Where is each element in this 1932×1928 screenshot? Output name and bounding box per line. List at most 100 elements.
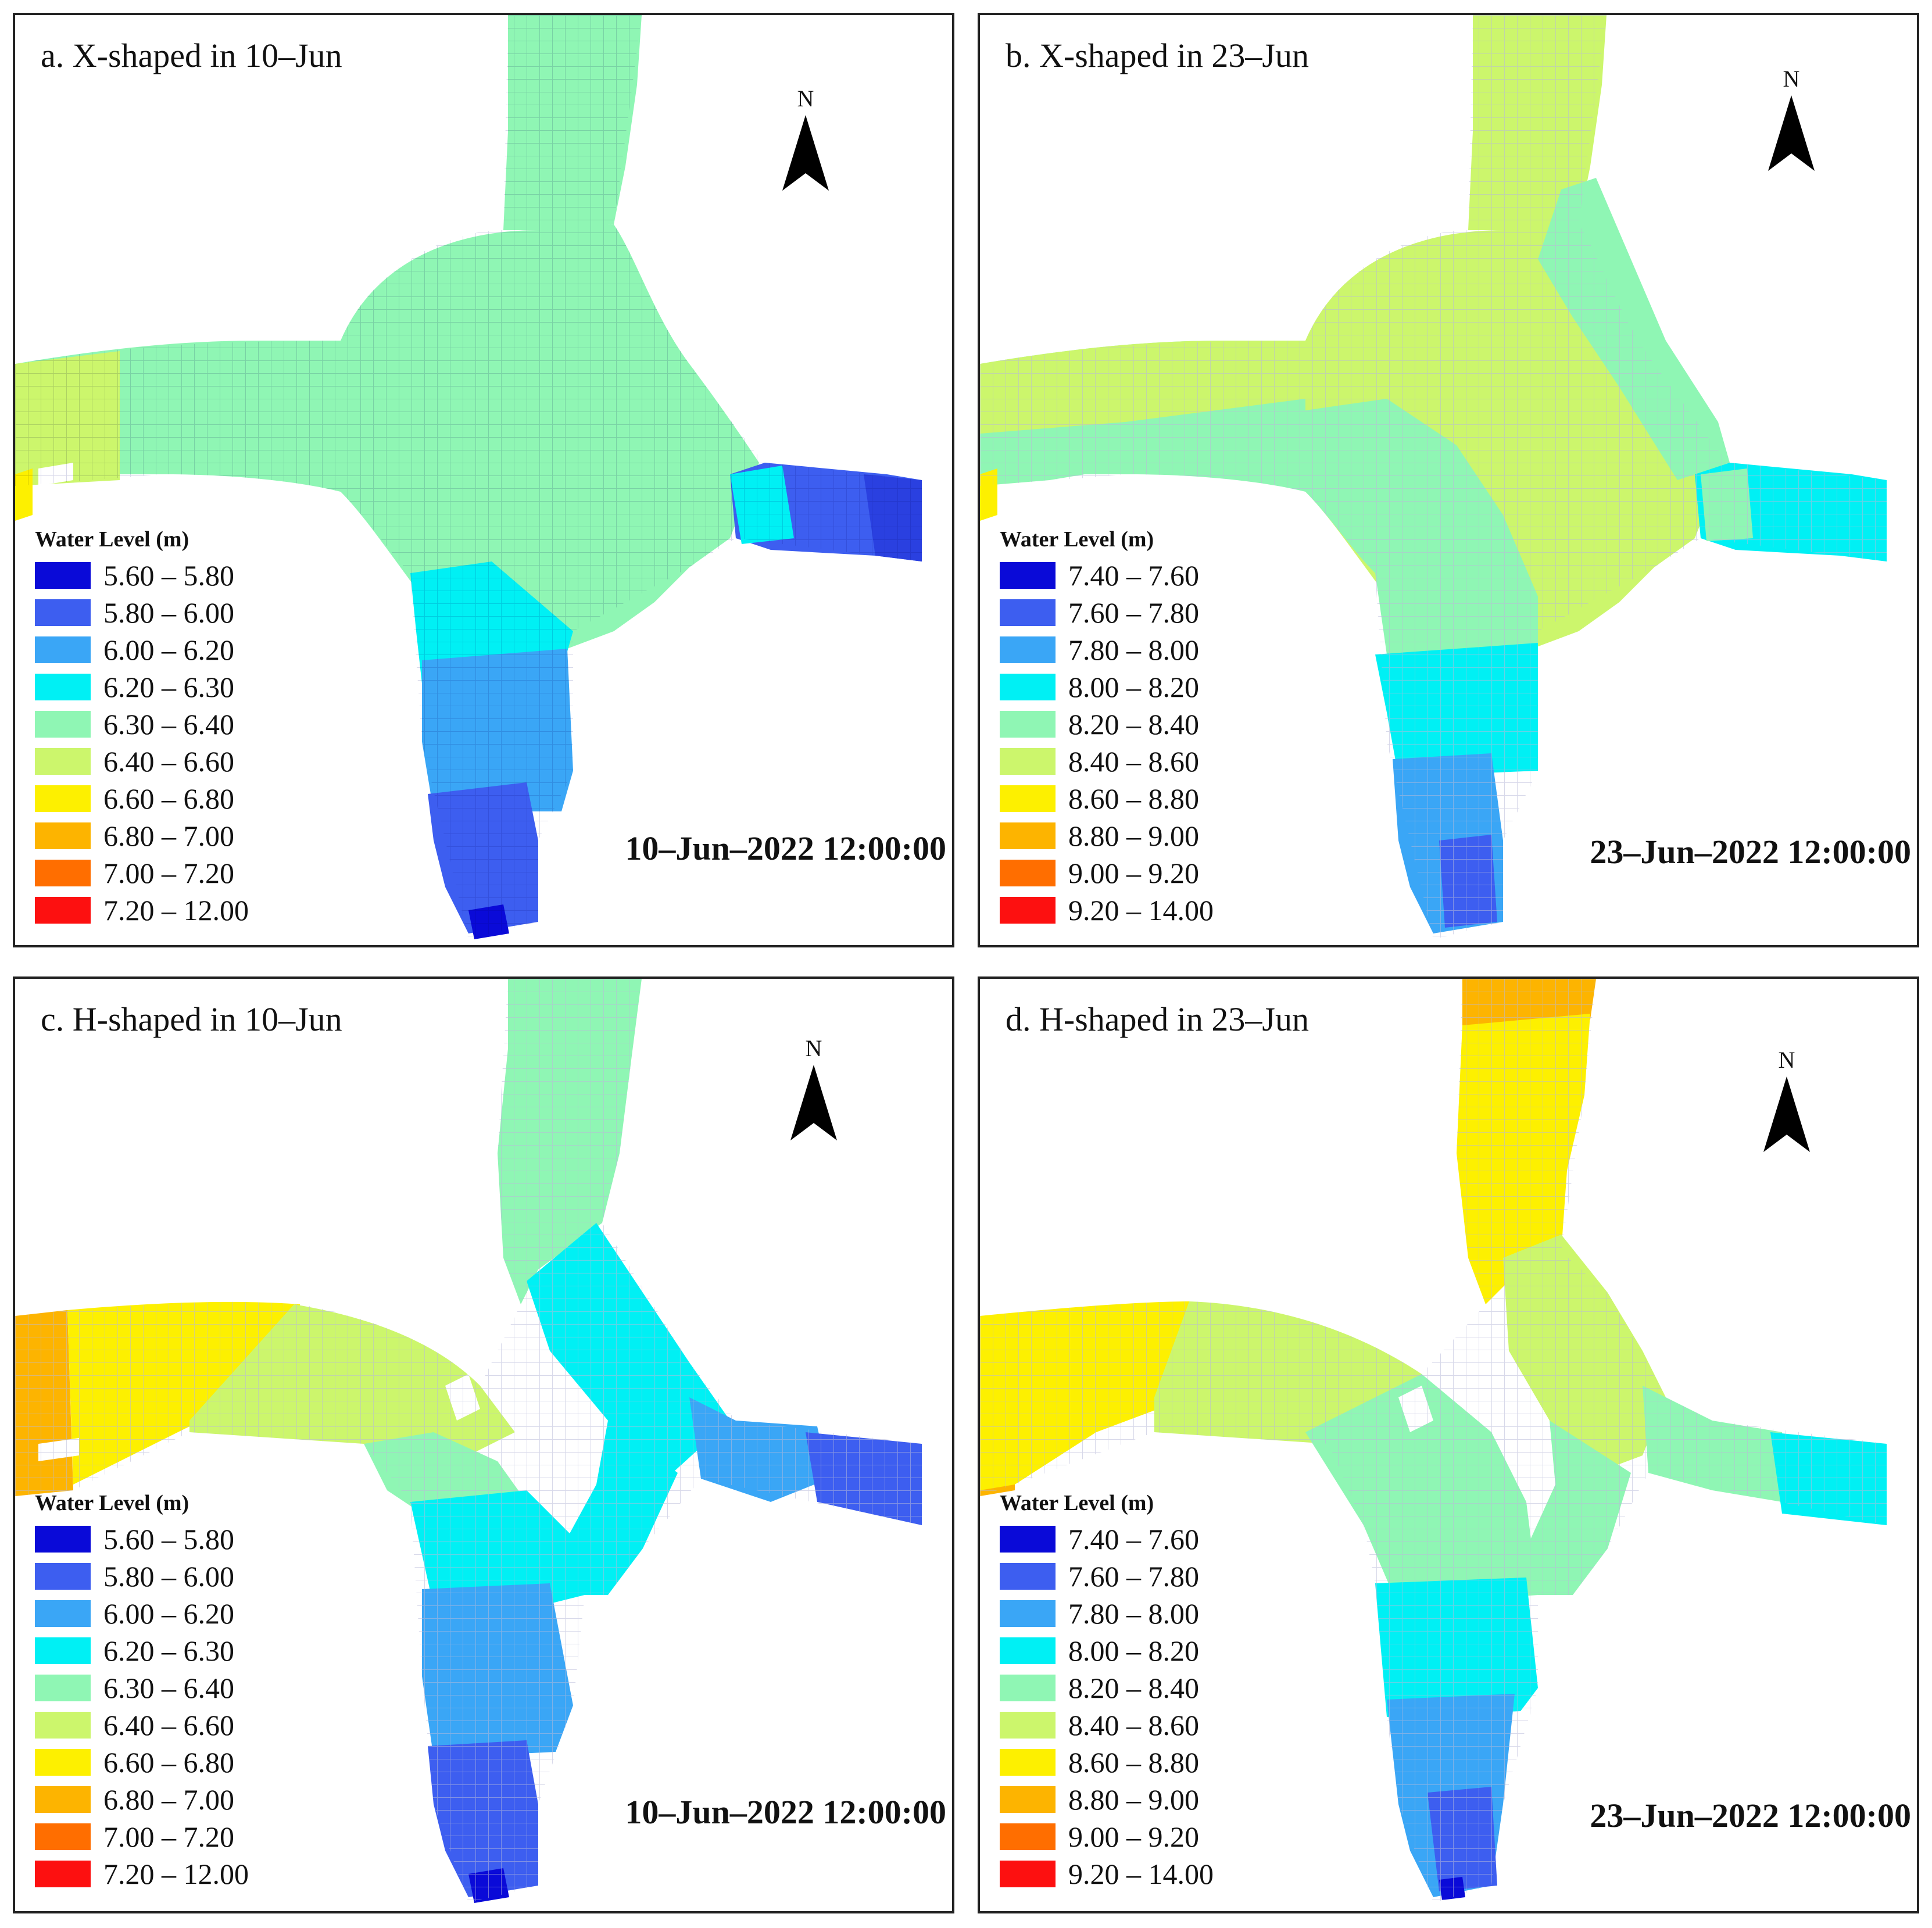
legend-swatch bbox=[1000, 1563, 1056, 1590]
legend-label: 7.80 – 8.00 bbox=[1068, 1597, 1199, 1630]
legend-label: 8.60 – 8.80 bbox=[1068, 1746, 1199, 1779]
legend-row: 7.80 – 8.00 bbox=[1000, 631, 1214, 668]
legend-swatch bbox=[1000, 674, 1056, 700]
legend-swatch bbox=[1000, 1712, 1056, 1739]
legend-label: 5.80 – 6.00 bbox=[103, 596, 234, 629]
legend: Water Level (m) 5.60 – 5.80 5.80 – 6.00 … bbox=[35, 527, 249, 929]
legend-swatch bbox=[1000, 1823, 1056, 1850]
north-arrow: N bbox=[777, 85, 835, 196]
legend-label: 9.00 – 9.20 bbox=[1068, 1820, 1199, 1853]
legend-swatch bbox=[35, 860, 91, 886]
map-panel-c: c. H-shaped in 10–Jun N Water Level (m) … bbox=[13, 976, 954, 1913]
legend-label: 6.60 – 6.80 bbox=[103, 782, 234, 815]
legend-label: 5.60 – 5.80 bbox=[103, 1523, 234, 1555]
legend-row: 7.60 – 7.80 bbox=[1000, 594, 1214, 631]
legend-label: 6.20 – 6.30 bbox=[103, 1634, 234, 1667]
north-arrow: N bbox=[785, 1035, 843, 1146]
legend-swatch bbox=[35, 785, 91, 812]
legend-row: 8.00 – 8.20 bbox=[1000, 668, 1214, 706]
legend-swatch bbox=[35, 1563, 91, 1590]
panel-title: c. H-shaped in 10–Jun bbox=[41, 1000, 342, 1038]
legend-swatch bbox=[35, 674, 91, 700]
legend-label: 9.00 – 9.20 bbox=[1068, 857, 1199, 889]
legend-label: 7.60 – 7.80 bbox=[1068, 596, 1199, 629]
legend-swatch bbox=[1000, 1749, 1056, 1776]
legend-swatch bbox=[1000, 1526, 1056, 1553]
legend-swatch bbox=[35, 1712, 91, 1739]
legend-title: Water Level (m) bbox=[1000, 527, 1154, 552]
legend-swatch bbox=[1000, 1637, 1056, 1664]
legend-label: 6.60 – 6.80 bbox=[103, 1746, 234, 1779]
legend-row: 6.30 – 6.40 bbox=[35, 706, 249, 743]
legend-swatch bbox=[35, 562, 91, 589]
legend-swatch bbox=[35, 897, 91, 924]
legend-label: 7.40 – 7.60 bbox=[1068, 1523, 1199, 1555]
legend-label: 6.30 – 6.40 bbox=[103, 708, 234, 741]
river-grid-map-c bbox=[15, 979, 922, 1903]
legend-row: 5.60 – 5.80 bbox=[35, 557, 249, 594]
legend-row: 9.20 – 14.00 bbox=[1000, 1855, 1214, 1893]
legend-row: 8.20 – 8.40 bbox=[1000, 706, 1214, 743]
legend-title: Water Level (m) bbox=[1000, 1491, 1154, 1515]
legend-swatch bbox=[1000, 1786, 1056, 1813]
panel-title: d. H-shaped in 23–Jun bbox=[1006, 1000, 1309, 1038]
legend-swatch bbox=[1000, 748, 1056, 775]
legend-row: 6.60 – 6.80 bbox=[35, 780, 249, 817]
legend-row: 6.80 – 7.00 bbox=[35, 817, 249, 854]
legend-label: 6.30 – 6.40 bbox=[103, 1672, 234, 1704]
legend-swatch bbox=[35, 1823, 91, 1850]
legend-swatch bbox=[1000, 1861, 1056, 1887]
legend-swatch bbox=[35, 599, 91, 626]
legend-row: 5.60 – 5.80 bbox=[35, 1521, 249, 1558]
legend-row: 5.80 – 6.00 bbox=[35, 594, 249, 631]
legend-swatch bbox=[1000, 785, 1056, 812]
legend-label: 7.00 – 7.20 bbox=[103, 1820, 234, 1853]
north-label: N bbox=[805, 1035, 822, 1061]
legend-label: 8.80 – 9.00 bbox=[1068, 820, 1199, 852]
legend-label: 5.60 – 5.80 bbox=[103, 559, 234, 592]
legend-swatch bbox=[35, 711, 91, 738]
legend-swatch bbox=[35, 636, 91, 663]
north-arrow: N bbox=[1762, 65, 1820, 177]
north-arrow: N bbox=[1758, 1046, 1816, 1158]
legend-title: Water Level (m) bbox=[35, 527, 189, 552]
legend-row: 8.00 – 8.20 bbox=[1000, 1632, 1214, 1669]
legend-row: 6.40 – 6.60 bbox=[35, 743, 249, 780]
legend-label: 6.80 – 7.00 bbox=[103, 1783, 234, 1816]
north-label: N bbox=[1778, 1047, 1795, 1073]
legend-row: 7.80 – 8.00 bbox=[1000, 1595, 1214, 1632]
legend-swatch bbox=[35, 1786, 91, 1813]
legend-row: 7.20 – 12.00 bbox=[35, 1855, 249, 1893]
legend-row: 7.40 – 7.60 bbox=[1000, 557, 1214, 594]
legend-label: 6.20 – 6.30 bbox=[103, 671, 234, 703]
legend-row: 9.20 – 14.00 bbox=[1000, 892, 1214, 929]
legend-row: 6.00 – 6.20 bbox=[35, 631, 249, 668]
river-grid-map-a bbox=[15, 15, 922, 939]
legend-row: 6.20 – 6.30 bbox=[35, 1632, 249, 1669]
legend-row: 6.00 – 6.20 bbox=[35, 1595, 249, 1632]
legend-swatch bbox=[35, 1675, 91, 1701]
legend-swatch bbox=[35, 1749, 91, 1776]
legend-row: 6.30 – 6.40 bbox=[35, 1669, 249, 1707]
legend-swatch bbox=[35, 1600, 91, 1627]
legend-swatch bbox=[1000, 860, 1056, 886]
legend-row: 8.60 – 8.80 bbox=[1000, 1744, 1214, 1781]
timestamp-label: 23–Jun–2022 12:00:00 bbox=[1590, 833, 1911, 871]
legend-swatch bbox=[35, 822, 91, 849]
legend-label: 7.00 – 7.20 bbox=[103, 857, 234, 889]
legend-swatch bbox=[35, 1637, 91, 1664]
legend-swatch bbox=[1000, 1600, 1056, 1627]
legend-row: 6.80 – 7.00 bbox=[35, 1781, 249, 1818]
legend-swatch bbox=[35, 1526, 91, 1553]
north-arrow-icon bbox=[1763, 1076, 1810, 1152]
legend-row: 8.20 – 8.40 bbox=[1000, 1669, 1214, 1707]
legend: Water Level (m) 5.60 – 5.80 5.80 – 6.00 … bbox=[35, 1490, 249, 1893]
legend-label: 7.20 – 12.00 bbox=[103, 894, 249, 927]
legend-label: 6.00 – 6.20 bbox=[103, 634, 234, 666]
legend-row: 8.40 – 8.60 bbox=[1000, 743, 1214, 780]
legend-row: 7.00 – 7.20 bbox=[35, 1818, 249, 1855]
river-grid-map-d bbox=[980, 979, 1887, 1903]
legend-label: 6.00 – 6.20 bbox=[103, 1597, 234, 1630]
legend-title: Water Level (m) bbox=[35, 1491, 189, 1515]
legend-swatch bbox=[35, 748, 91, 775]
